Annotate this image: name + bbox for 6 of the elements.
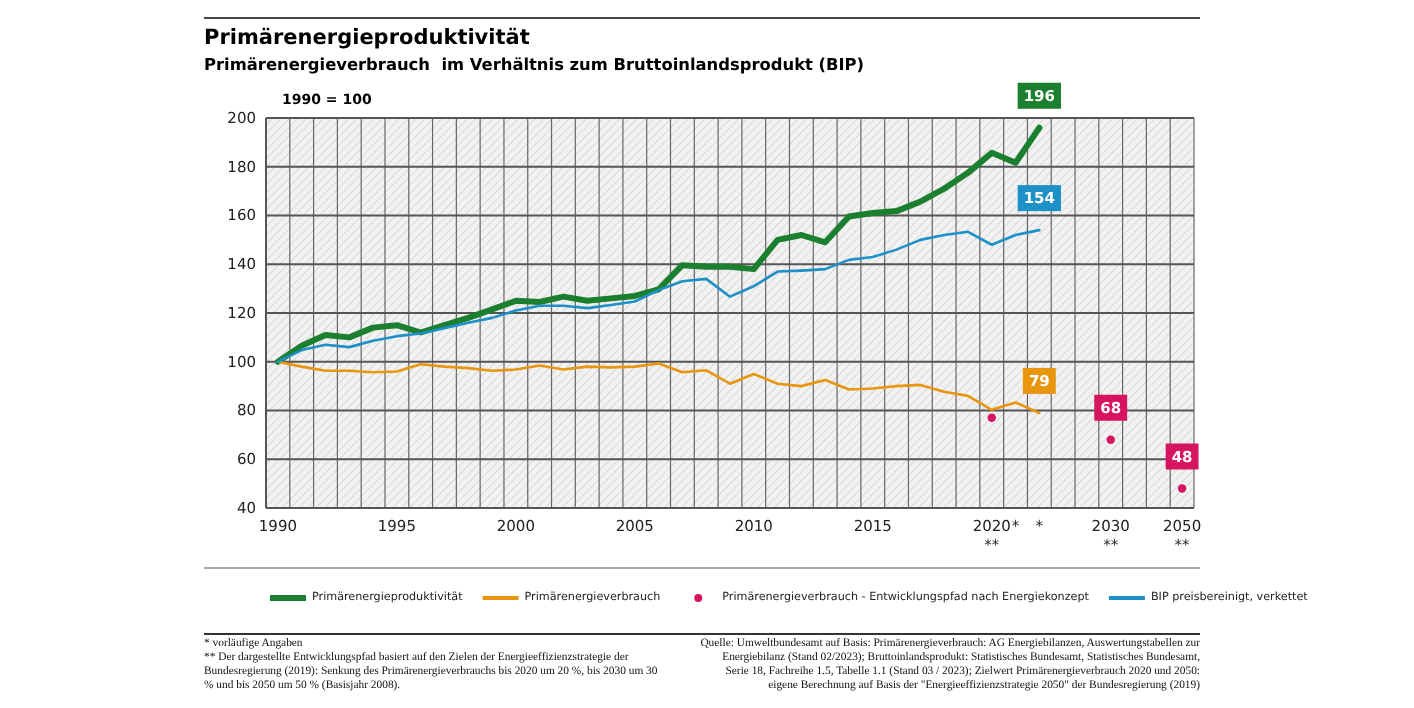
point (1177, 484, 1187, 493)
point (1106, 435, 1115, 444)
point (987, 413, 996, 423)
line-series (276, 228, 1041, 364)
chart-title: Primärenergieproduktivität (204, 26, 530, 50)
chart-subtitle: Primärenergieverbrauch im Verhältnis zum Bruttoinlandsprodukt (BIP) (204, 54, 865, 74)
